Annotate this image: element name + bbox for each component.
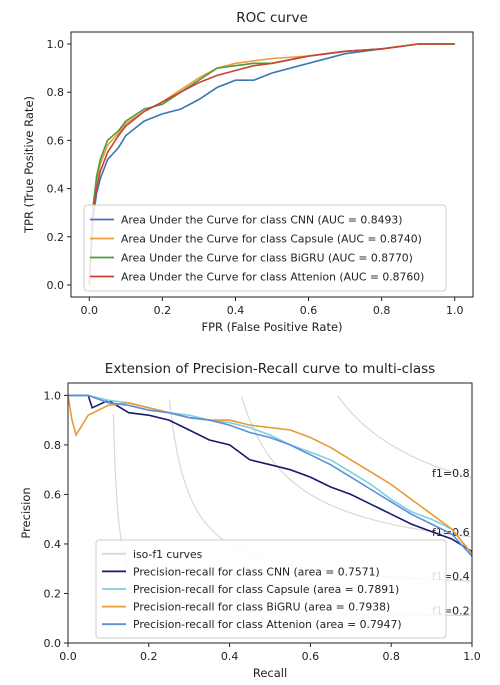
legend-label: iso-f1 curves [133,548,203,561]
legend-label: Precision-recall for class Capsule (area… [133,583,399,596]
legend-label: Precision-recall for class Attenion (are… [133,618,402,631]
y-tick-label: 0.6 [47,134,65,147]
legend: iso-f1 curves Precision-recall for class … [95,539,447,639]
y-tick-label: 0.0 [47,279,65,292]
y-tick-label: 0.8 [44,439,62,452]
legend-label: Precision-recall for class CNN (area = 0… [133,565,380,578]
x-tick-label: 0.4 [227,304,245,317]
legend-label: Area Under the Curve for class BiGRU (AU… [121,252,413,265]
y-tick-label: 0.8 [47,86,65,99]
y-tick-label: 1.0 [47,38,65,51]
chart-roc: 0.0 0.2 0.4 0.6 0.8 1.0 0.0 0.2 0.4 0.6 0.8 1.0 ROC … [22,10,474,334]
y-tick-label: 0.2 [44,587,62,600]
x-tick-label: 0.8 [382,650,400,663]
legend-label: Area Under the Curve for class CNN (AUC … [121,214,402,227]
iso-f1-curve [337,395,472,479]
x-axis-label: FPR (False Positive Rate) [201,320,342,334]
legend-box [95,539,447,639]
x-tick-label: 0.6 [302,650,320,663]
y-axis-label: TPR (True Positive Rate) [22,96,36,234]
y-tick-label: 0.2 [47,231,65,244]
y-tick-label: 0.6 [44,488,62,501]
x-tick-label: 0.2 [154,304,172,317]
chart-precision-recall: f1=0.2f1=0.4f1=0.6f1=0.80.0 0.2 0.4 0.6 0.8 1… [19,361,481,680]
legend-label: Precision-recall for class BiGRU (area =… [133,601,390,614]
chart-title: Extension of Precision-Recall curve to m… [105,361,435,377]
series-line-2 [68,395,472,555]
y-tick-label: 0.4 [47,183,65,196]
plot-frame [70,31,474,298]
legend: Area Under the Curve for class CNN (AUC … [83,204,447,292]
plot-frame [67,382,473,644]
series-line-0 [88,43,455,286]
legend-label: Area Under the Curve for class Capsule (… [121,233,422,246]
x-axis-label: Recall [253,666,287,680]
series-line-3 [88,43,455,286]
x-tick-label: 1.0 [463,650,481,663]
x-tick-label: 0.8 [373,304,391,317]
iso-f1-label: f1=0.8 [432,467,470,480]
x-tick-label: 0.4 [221,650,239,663]
y-tick-label: 1.0 [44,389,62,402]
legend-box [83,204,447,292]
x-tick-label: 0.6 [300,304,318,317]
y-tick-label: 0.0 [44,637,62,650]
x-tick-label: 0.0 [59,650,77,663]
x-tick-label: 1.0 [446,304,464,317]
y-axis-label: Precision [19,487,33,538]
series-line-3 [68,394,472,557]
series-line-1 [68,394,472,555]
y-tick-label: 0.4 [44,538,62,551]
chart-title: ROC curve [236,10,308,26]
x-tick-label: 0.0 [81,304,99,317]
x-tick-label: 0.2 [140,650,158,663]
series-line-0 [68,394,472,553]
legend-label: Area Under the Curve for class Attenion … [121,271,424,284]
